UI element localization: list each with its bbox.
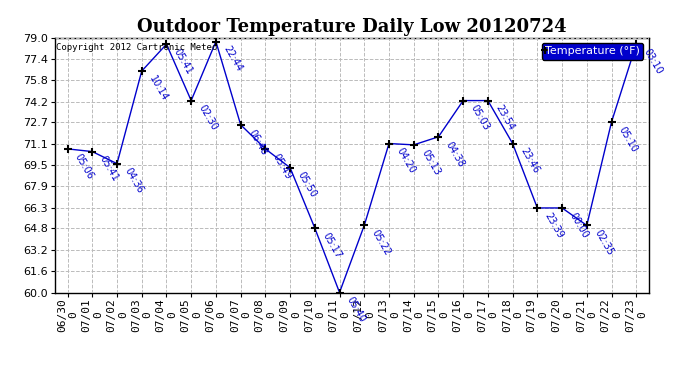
Temperature (°F): [509, 141, 517, 146]
Text: 04:38: 04:38: [444, 140, 466, 169]
Text: 05:41: 05:41: [98, 154, 121, 183]
Text: 22:44: 22:44: [221, 44, 244, 74]
Temperature (°F): [533, 206, 542, 210]
Text: 05:17: 05:17: [320, 231, 343, 260]
Temperature (°F): [286, 165, 294, 170]
Legend: Temperature (°F): Temperature (°F): [542, 43, 643, 60]
Text: 23:39: 23:39: [543, 211, 566, 240]
Temperature (°F): [360, 223, 368, 228]
Text: Copyright 2012 Cartronic Meteo: Copyright 2012 Cartronic Meteo: [56, 43, 217, 52]
Temperature (°F): [212, 39, 220, 44]
Temperature (°F): [88, 149, 97, 154]
Temperature (°F): [137, 69, 146, 73]
Text: 04:36: 04:36: [123, 166, 145, 195]
Text: 05:50: 05:50: [295, 171, 318, 200]
Text: 23:46: 23:46: [518, 146, 541, 176]
Title: Outdoor Temperature Daily Low 20120724: Outdoor Temperature Daily Low 20120724: [137, 18, 566, 36]
Temperature (°F): [607, 120, 615, 124]
Text: 05:03: 05:03: [469, 104, 491, 132]
Temperature (°F): [335, 290, 344, 295]
Temperature (°F): [162, 42, 170, 46]
Temperature (°F): [187, 98, 195, 103]
Text: 05:13: 05:13: [420, 148, 442, 177]
Temperature (°F): [237, 123, 245, 127]
Text: 05:10: 05:10: [617, 125, 640, 154]
Text: 06:48: 06:48: [246, 128, 268, 156]
Temperature (°F): [434, 135, 442, 139]
Text: 02:35: 02:35: [592, 228, 615, 257]
Temperature (°F): [632, 42, 640, 46]
Temperature (°F): [484, 98, 492, 103]
Text: 05:22: 05:22: [370, 228, 393, 258]
Temperature (°F): [385, 141, 393, 146]
Temperature (°F): [262, 147, 270, 151]
Text: 04:20: 04:20: [395, 146, 417, 176]
Temperature (°F): [410, 142, 418, 147]
Temperature (°F): [582, 223, 591, 228]
Text: 03:10: 03:10: [642, 47, 664, 76]
Temperature (°F): [63, 147, 72, 151]
Temperature (°F): [113, 161, 121, 166]
Text: 00:00: 00:00: [568, 211, 590, 240]
Line: Temperature (°F): Temperature (°F): [63, 38, 640, 297]
Text: 05:41: 05:41: [172, 47, 195, 76]
Text: 05:40: 05:40: [345, 295, 368, 324]
Text: 23:54: 23:54: [493, 104, 516, 133]
Text: 05:49: 05:49: [271, 152, 293, 181]
Text: 05:06: 05:06: [73, 152, 96, 181]
Text: 02:30: 02:30: [197, 104, 219, 132]
Text: 10:14: 10:14: [147, 74, 170, 103]
Temperature (°F): [310, 226, 319, 230]
Temperature (°F): [459, 98, 467, 103]
Temperature (°F): [558, 206, 566, 210]
